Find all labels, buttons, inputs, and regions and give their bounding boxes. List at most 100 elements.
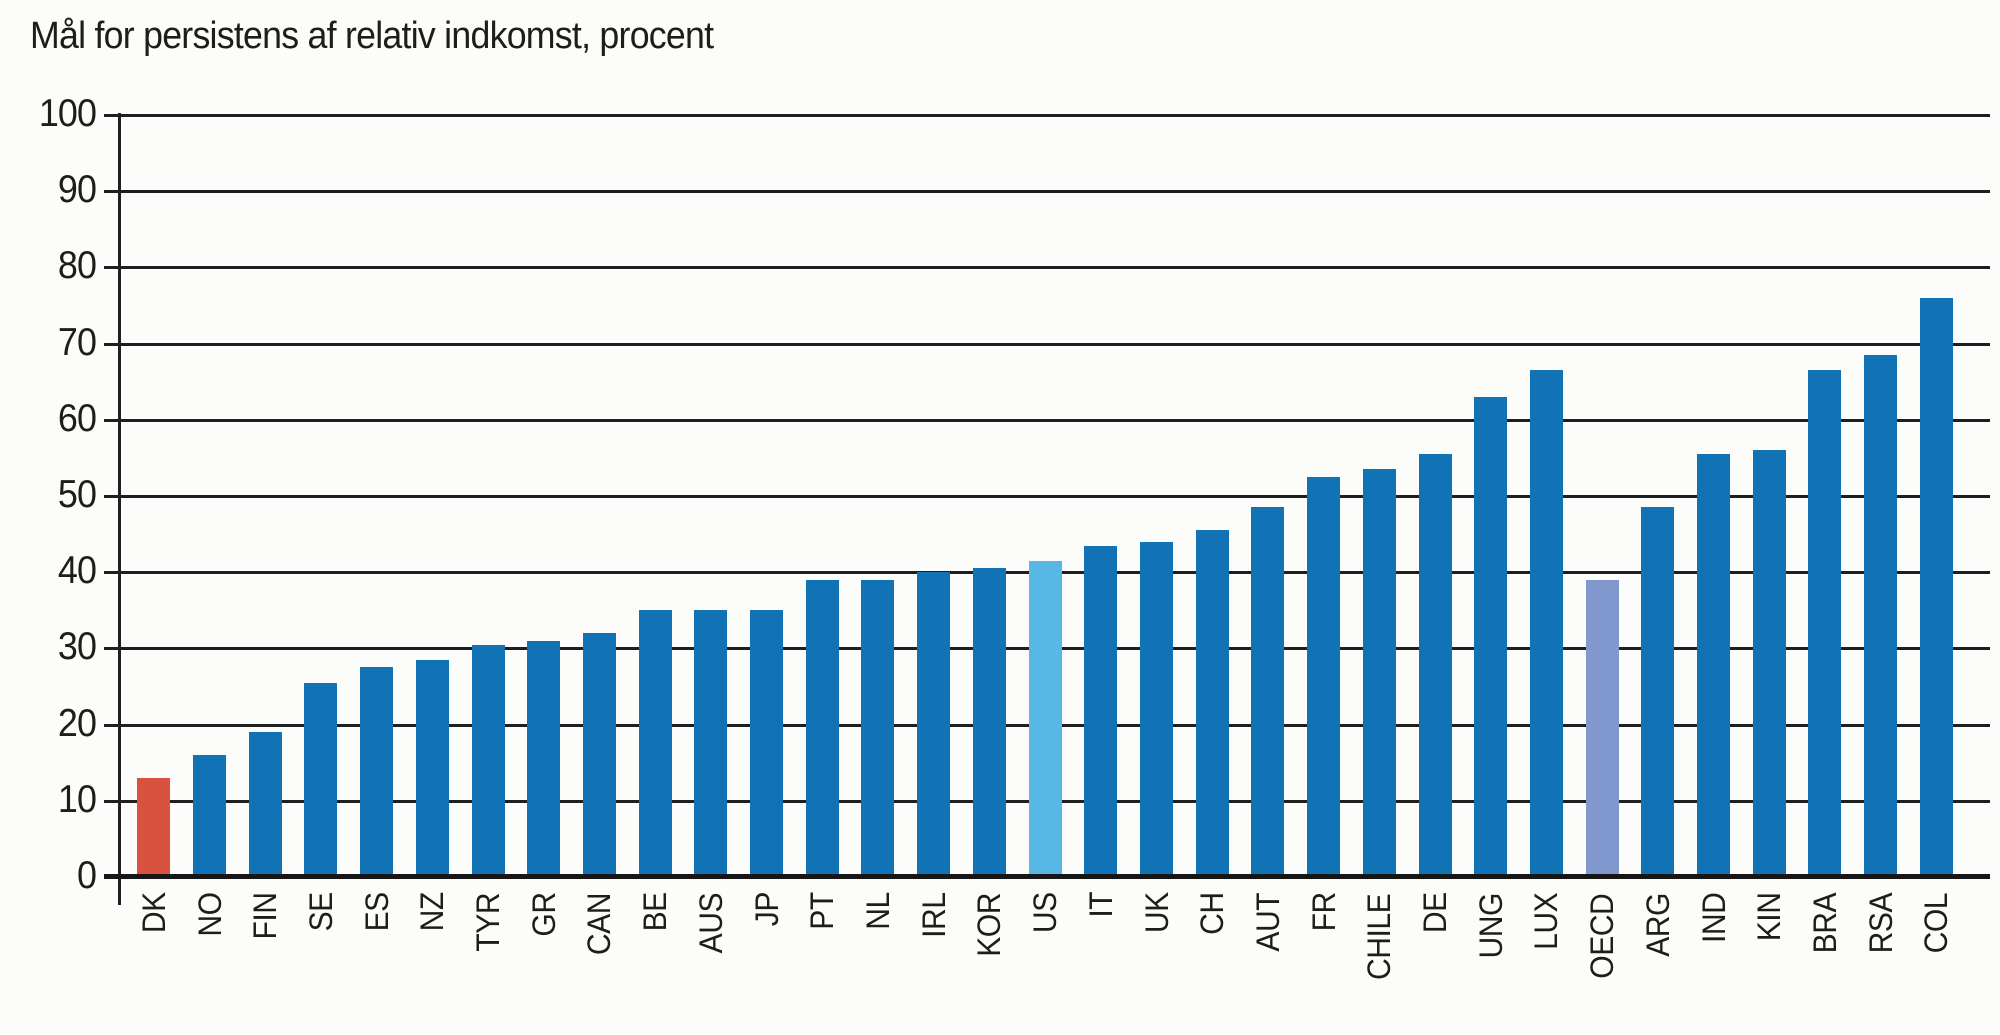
bar-UNG: [1474, 396, 1508, 877]
bar-slot-NZ: [405, 659, 461, 877]
bar-slot-DE: [1407, 454, 1463, 877]
bar-slot-FIN: [237, 732, 293, 877]
x-axis-label-UNG: UNG: [1472, 893, 1509, 959]
plot-area: [104, 113, 1990, 905]
x-label-cell-KIN: KIN: [1741, 891, 1797, 1035]
x-label-cell-CHILE: CHILE: [1351, 891, 1407, 1035]
y-tick-label-20: 20: [57, 701, 97, 745]
x-label-cell-DE: DE: [1407, 891, 1463, 1035]
gridline-70: [104, 342, 1990, 346]
x-label-cell-IND: IND: [1686, 891, 1742, 1035]
bar-OECD: [1585, 579, 1619, 877]
x-axis-label-JP: JP: [748, 892, 785, 927]
gridline-50: [104, 495, 1990, 498]
x-axis-label-DE: DE: [1417, 892, 1454, 934]
x-axis-label-ES: ES: [358, 892, 395, 932]
y-tick-label-0: 0: [76, 853, 97, 897]
bar-slot-OECD: [1574, 579, 1630, 877]
bar-slot-TYR: [460, 644, 516, 877]
bar-NZ: [415, 659, 449, 877]
x-axis-label-ARG: ARG: [1639, 893, 1676, 957]
bar-NL: [861, 579, 895, 877]
bar-GR: [527, 640, 561, 877]
y-tick-label-90: 90: [57, 168, 97, 212]
y-tick-label-60: 60: [57, 396, 97, 440]
x-axis-label-GR: GR: [525, 892, 562, 937]
bar-slot-UNG: [1463, 396, 1519, 877]
y-tick-label-50: 50: [57, 472, 97, 516]
bar-RSA: [1864, 355, 1898, 877]
x-label-cell-CAN: CAN: [572, 891, 628, 1035]
bar-NO: [193, 755, 227, 877]
bar-CH: [1195, 530, 1229, 877]
x-axis-label-PT: PT: [804, 892, 841, 930]
bar-slot-GR: [516, 640, 572, 877]
x-label-cell-OECD: OECD: [1574, 891, 1630, 1035]
x-label-cell-FIN: FIN: [237, 891, 293, 1035]
x-axis-label-BE: BE: [637, 892, 674, 932]
bar-KIN: [1752, 450, 1786, 877]
bar-CHILE: [1362, 469, 1396, 877]
x-axis-label-LUX: LUX: [1528, 892, 1565, 950]
y-tick-label-100: 100: [38, 91, 97, 135]
bar-ARG: [1641, 507, 1675, 877]
x-axis-label-TYR: TYR: [470, 892, 507, 952]
bar-BE: [638, 610, 672, 877]
bar-slot-KOR: [962, 568, 1018, 877]
x-axis-label-CAN: CAN: [581, 892, 618, 956]
bar-FR: [1307, 476, 1341, 877]
bar-BRA: [1808, 370, 1842, 877]
x-label-cell-KOR: KOR: [962, 891, 1018, 1035]
bar-IRL: [917, 572, 951, 877]
bar-slot-RSA: [1853, 355, 1909, 877]
bar-slot-CAN: [572, 633, 628, 877]
bar-slot-ES: [349, 667, 405, 877]
bar-slot-NL: [850, 579, 906, 877]
bar-slot-KIN: [1741, 450, 1797, 877]
bar-slot-LUX: [1519, 370, 1575, 877]
y-tick-label-70: 70: [57, 320, 97, 364]
x-axis-label-DK: DK: [135, 892, 172, 934]
bars-layer: [120, 115, 1990, 877]
bar-slot-ARG: [1630, 507, 1686, 877]
x-axis-label-UK: UK: [1138, 892, 1175, 934]
bar-slot-BRA: [1797, 370, 1853, 877]
bar-slot-BE: [627, 610, 683, 877]
x-label-cell-BE: BE: [627, 891, 683, 1035]
bar-COL: [1919, 297, 1953, 877]
bar-slot-AUT: [1240, 507, 1296, 877]
bar-ES: [360, 667, 394, 877]
x-axis-label-COL: COL: [1918, 892, 1955, 954]
x-axis-label-IT: IT: [1082, 891, 1119, 918]
gridline-100: [104, 114, 1990, 117]
x-label-cell-IRL: IRL: [906, 891, 962, 1035]
x-label-cell-UNG: UNG: [1463, 891, 1519, 1035]
bar-slot-DK: [126, 777, 182, 877]
x-label-cell-US: US: [1017, 891, 1073, 1035]
bar-CAN: [582, 633, 616, 877]
bar-AUS: [694, 610, 728, 877]
x-axis-label-FR: FR: [1305, 892, 1342, 932]
bar-slot-US: [1017, 560, 1073, 877]
y-axis-line: [118, 113, 121, 905]
x-label-cell-NL: NL: [850, 891, 906, 1035]
bar-JP: [750, 610, 784, 877]
bar-slot-AUS: [683, 610, 739, 877]
bar-SE: [304, 682, 338, 877]
x-label-cell-IT: IT: [1073, 891, 1129, 1035]
bar-KOR: [972, 568, 1006, 877]
x-axis-label-RSA: RSA: [1862, 892, 1899, 954]
x-label-cell-RSA: RSA: [1853, 891, 1909, 1035]
gridline-60: [104, 418, 1990, 422]
chart-title: Mål for persistens af relativ indkomst, …: [30, 15, 714, 57]
bar-IND: [1697, 454, 1731, 877]
bar-FIN: [248, 732, 282, 877]
gridline-80: [104, 266, 1990, 270]
y-tick-label-80: 80: [57, 244, 97, 288]
x-axis-label-CHILE: CHILE: [1361, 893, 1398, 980]
bar-IT: [1084, 545, 1118, 877]
bar-slot-IRL: [906, 572, 962, 877]
x-axis-line: [104, 874, 1990, 879]
y-tick-label-30: 30: [57, 625, 97, 669]
